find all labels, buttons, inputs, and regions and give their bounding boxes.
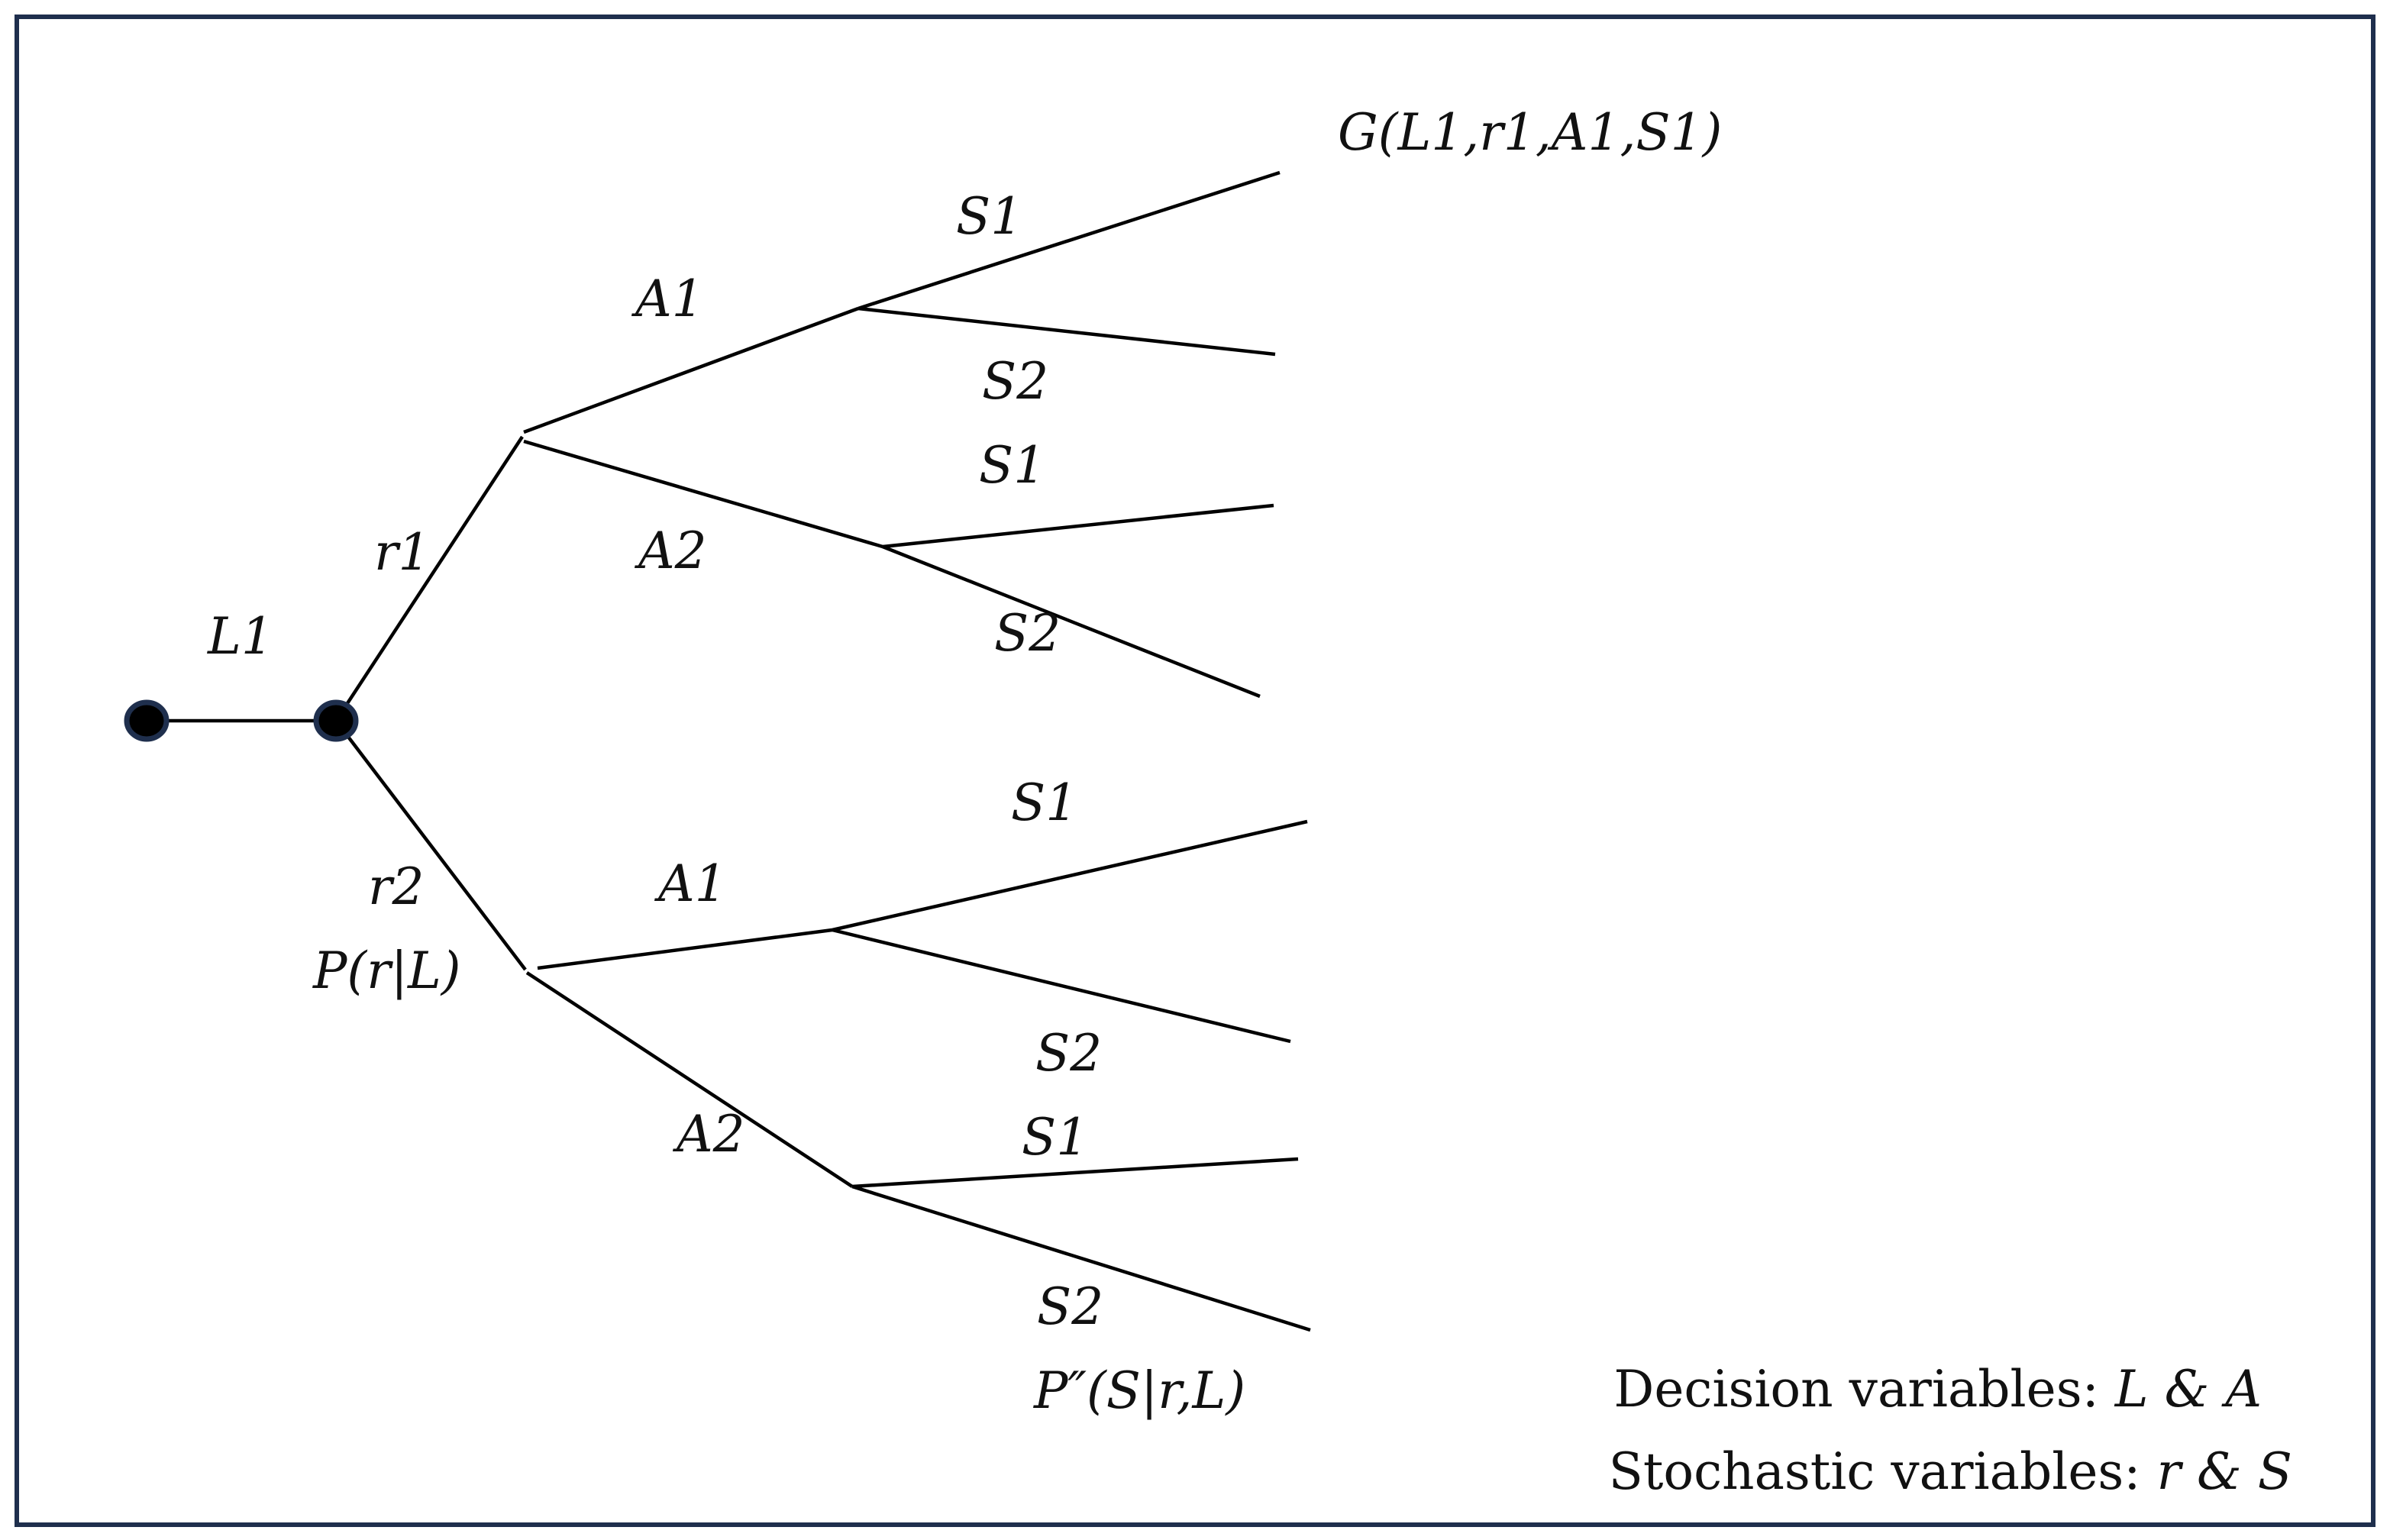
edge-label-e-l4: S2 <box>994 604 1061 663</box>
edge-e-l1 <box>857 170 1281 311</box>
legend-decision-vars: L & A <box>2114 1360 2262 1419</box>
edge-label-e-L1: L1 <box>207 607 273 666</box>
edge-e-r1-A1 <box>523 306 859 434</box>
edge-label-e-l1: S1 <box>956 187 1022 246</box>
edge-e-l4 <box>882 544 1261 699</box>
edge-e-l8 <box>851 1184 1311 1332</box>
edge-label-e-r2-A2: A2 <box>672 1105 745 1164</box>
edge-label-e-l7: S1 <box>1022 1108 1088 1167</box>
edge-e-l5 <box>832 819 1308 932</box>
edge-label-e-r1-A1: A1 <box>631 270 704 328</box>
edge-e-l6 <box>832 928 1291 1044</box>
tree-nodes <box>124 699 359 742</box>
node-n-L1 <box>313 699 359 742</box>
edge-label-e-l6: S2 <box>1035 1024 1102 1083</box>
outcome-label: G(L1,r1,A1,S1) <box>1338 103 1722 162</box>
edge-e-l7 <box>851 1157 1299 1189</box>
legend-stochastic-vars: r & S <box>2157 1442 2292 1501</box>
probability-s-label: P″(S|r,L) <box>1033 1361 1245 1420</box>
edge-label-e-l5: S1 <box>1011 773 1077 832</box>
edge-e-r2-A2 <box>525 971 854 1188</box>
probability-r-label: P(r|L) <box>312 941 461 1000</box>
edge-label-e-l3: S1 <box>979 436 1045 495</box>
edge-label-e-l8: S2 <box>1037 1277 1103 1336</box>
tree-labels: L1 r1 r2 A1 A2 A1 A2 S1 S2 S1 S2 S1 S2 S1 S2 <box>207 187 1103 1336</box>
edge-label-e-l2: S2 <box>982 352 1048 411</box>
legend-stochastic-variables: Stochastic variables: r & S <box>1609 1442 2292 1501</box>
edge-label-e-r2-A1: A1 <box>654 854 727 913</box>
edge-e-l2 <box>857 306 1276 357</box>
legend-stochastic-prefix: Stochastic variables: <box>1609 1442 2157 1501</box>
edge-e-r1 <box>334 435 524 722</box>
tree-edges <box>147 170 1311 1332</box>
edge-e-l3 <box>882 503 1274 549</box>
edge-e-r2-A1 <box>537 928 833 970</box>
legend-decision-variables: Decision variables: L & A <box>1613 1360 2262 1419</box>
edge-label-e-r2: r2 <box>368 857 425 916</box>
edge-e-r1-A2 <box>523 439 883 549</box>
diagram-frame <box>15 15 2375 1527</box>
edge-e-r2 <box>334 719 527 971</box>
legend-decision-prefix: Decision variables: <box>1613 1360 2114 1419</box>
edge-label-e-r1-A2: A2 <box>634 521 707 580</box>
node-root <box>124 699 170 742</box>
edge-label-e-r1: r1 <box>374 523 431 582</box>
